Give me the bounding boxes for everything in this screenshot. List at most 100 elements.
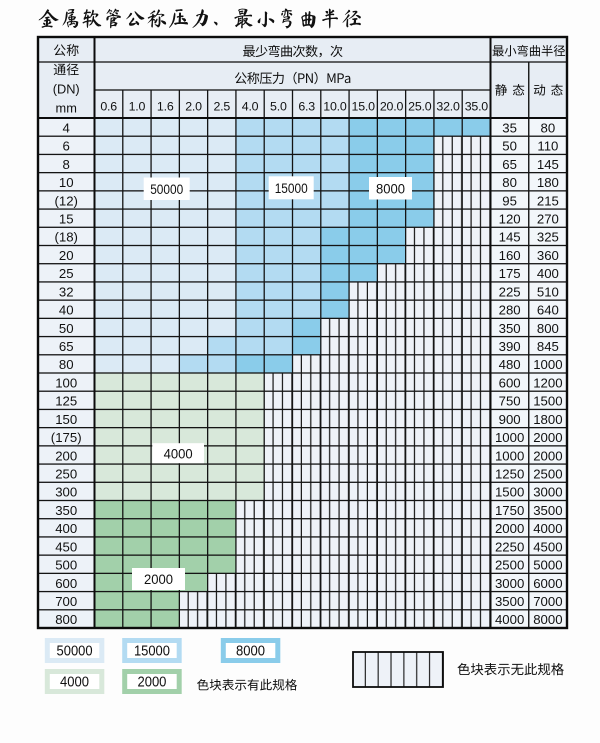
svg-text:(175): (175) [51, 430, 82, 445]
svg-text:100: 100 [55, 375, 77, 390]
svg-text:(12): (12) [54, 193, 77, 208]
svg-text:280: 280 [499, 303, 521, 318]
svg-text:1800: 1800 [533, 412, 562, 427]
svg-text:mm: mm [56, 101, 77, 116]
svg-text:35: 35 [502, 120, 517, 135]
svg-text:600: 600 [499, 375, 521, 390]
svg-text:7000: 7000 [533, 594, 562, 609]
svg-text:200: 200 [55, 448, 77, 463]
svg-text:15: 15 [59, 211, 74, 226]
svg-text:3500: 3500 [495, 594, 524, 609]
svg-text:50: 50 [59, 321, 74, 336]
svg-text:6: 6 [63, 139, 70, 154]
svg-text:8000: 8000 [533, 612, 562, 627]
svg-text:480: 480 [499, 357, 521, 372]
svg-text:1000: 1000 [495, 448, 524, 463]
svg-text:700: 700 [55, 594, 77, 609]
svg-text:450: 450 [55, 539, 77, 554]
svg-text:0.6: 0.6 [100, 99, 117, 113]
svg-text:8: 8 [63, 157, 70, 172]
svg-text:10: 10 [59, 175, 74, 190]
svg-text:800: 800 [537, 321, 559, 336]
svg-text:80: 80 [541, 120, 556, 135]
svg-text:300: 300 [55, 485, 77, 500]
svg-text:2250: 2250 [495, 539, 524, 554]
svg-text:2500: 2500 [495, 558, 524, 573]
svg-text:65: 65 [502, 157, 517, 172]
svg-text:1500: 1500 [533, 394, 562, 409]
svg-text:6000: 6000 [533, 576, 562, 591]
svg-text:390: 390 [499, 339, 521, 354]
svg-text:3000: 3000 [533, 485, 562, 500]
svg-text:3500: 3500 [533, 503, 562, 518]
svg-text:600: 600 [55, 576, 77, 591]
svg-text:120: 120 [499, 211, 521, 226]
svg-text:25.0: 25.0 [408, 99, 432, 113]
svg-text:4: 4 [63, 120, 70, 135]
svg-text:510: 510 [537, 284, 559, 299]
svg-text:350: 350 [499, 321, 521, 336]
svg-text:10.0: 10.0 [323, 99, 347, 113]
svg-text:400: 400 [537, 266, 559, 281]
svg-text:145: 145 [537, 157, 559, 172]
svg-text:50000: 50000 [57, 644, 93, 660]
svg-text:4000: 4000 [533, 521, 562, 536]
svg-text:1750: 1750 [495, 503, 524, 518]
svg-text:1.6: 1.6 [157, 99, 174, 113]
svg-text:8000: 8000 [236, 644, 265, 660]
svg-text:500: 500 [55, 558, 77, 573]
svg-text:150: 150 [55, 412, 77, 427]
svg-text:5.0: 5.0 [270, 99, 287, 113]
svg-text:1200: 1200 [533, 375, 562, 390]
svg-text:4000: 4000 [60, 675, 89, 691]
svg-text:20.0: 20.0 [380, 99, 404, 113]
svg-text:110: 110 [537, 139, 558, 154]
svg-text:270: 270 [537, 211, 559, 226]
svg-text:325: 325 [537, 230, 559, 245]
svg-text:400: 400 [55, 521, 77, 536]
svg-text:15000: 15000 [134, 644, 170, 660]
svg-text:32: 32 [59, 284, 74, 299]
svg-text:180: 180 [537, 175, 559, 190]
svg-text:900: 900 [499, 412, 521, 427]
svg-text:(18): (18) [54, 230, 77, 245]
svg-text:640: 640 [537, 303, 559, 318]
svg-text:350: 350 [55, 503, 77, 518]
svg-text:4000: 4000 [164, 446, 193, 462]
svg-text:1500: 1500 [495, 485, 524, 500]
svg-text:4.0: 4.0 [242, 99, 259, 113]
svg-text:250: 250 [55, 466, 77, 481]
svg-text:5000: 5000 [533, 558, 562, 573]
svg-text:3000: 3000 [495, 576, 524, 591]
svg-text:2000: 2000 [144, 572, 173, 588]
svg-text:2000: 2000 [495, 521, 524, 536]
svg-text:(DN): (DN) [53, 82, 80, 97]
svg-text:4000: 4000 [495, 612, 524, 627]
svg-text:2000: 2000 [533, 430, 562, 445]
svg-text:845: 845 [537, 339, 559, 354]
svg-text:15.0: 15.0 [352, 99, 376, 113]
svg-text:95: 95 [502, 193, 517, 208]
svg-text:40: 40 [59, 303, 74, 318]
svg-text:2000: 2000 [137, 675, 166, 691]
svg-text:2.0: 2.0 [185, 99, 202, 113]
svg-text:35.0: 35.0 [465, 99, 489, 113]
svg-text:2000: 2000 [533, 448, 562, 463]
svg-text:8000: 8000 [376, 181, 405, 197]
svg-text:25: 25 [59, 266, 74, 281]
svg-text:1000: 1000 [533, 357, 562, 372]
svg-text:6.3: 6.3 [298, 99, 315, 113]
svg-text:160: 160 [499, 248, 521, 263]
svg-text:32.0: 32.0 [436, 99, 460, 113]
svg-text:1250: 1250 [495, 466, 524, 481]
svg-text:20: 20 [59, 248, 74, 263]
svg-text:4500: 4500 [533, 539, 562, 554]
svg-text:360: 360 [537, 248, 559, 263]
svg-text:750: 750 [499, 394, 521, 409]
svg-text:1.0: 1.0 [129, 99, 146, 113]
svg-text:2500: 2500 [533, 466, 562, 481]
svg-text:80: 80 [59, 357, 74, 372]
svg-text:800: 800 [55, 612, 77, 627]
svg-text:145: 145 [499, 230, 521, 245]
svg-text:50: 50 [502, 139, 517, 154]
